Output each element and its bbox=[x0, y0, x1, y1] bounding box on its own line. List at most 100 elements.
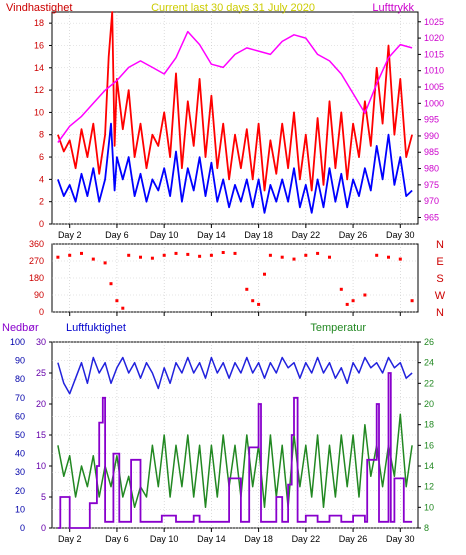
precip-y-tick-label: 0 bbox=[41, 523, 46, 533]
direction-y-tick-label: 90 bbox=[34, 290, 44, 300]
wind-y-tick-label: 4 bbox=[39, 174, 44, 184]
direction-point bbox=[121, 306, 125, 310]
2-x-tick-label: Day 2 bbox=[58, 534, 82, 544]
0-x-tick-label: Day 26 bbox=[339, 230, 368, 240]
direction-point bbox=[198, 254, 202, 258]
pressure-axis-label: Lufttrykk bbox=[372, 2, 414, 14]
direction-y-tick-label: 360 bbox=[29, 239, 44, 249]
temp-y-tick-label: 12 bbox=[424, 482, 434, 492]
direction-point bbox=[221, 251, 225, 254]
pressure-y-tick-label: 1000 bbox=[424, 98, 444, 108]
humidity-y-tick-label: 50 bbox=[15, 430, 25, 440]
direction-point bbox=[280, 255, 284, 259]
direction-point bbox=[398, 257, 402, 261]
direction-y-tick-label: 180 bbox=[29, 273, 44, 283]
direction-point bbox=[139, 255, 142, 259]
2-x-tick-label: Day 6 bbox=[105, 534, 129, 544]
direction-point bbox=[345, 302, 349, 306]
pressure-y-tick-label: 1010 bbox=[424, 66, 444, 76]
pressure-y-tick-label: 1015 bbox=[424, 49, 444, 59]
humidity-y-tick-label: 10 bbox=[15, 504, 25, 514]
direction-point bbox=[174, 251, 178, 255]
temp-y-tick-label: 22 bbox=[424, 378, 434, 388]
direction-point bbox=[186, 252, 190, 256]
precip-y-tick-label: 15 bbox=[36, 430, 46, 440]
precip-y-tick-label: 10 bbox=[36, 461, 46, 471]
precip-y-tick-label: 5 bbox=[41, 492, 46, 502]
direction-point bbox=[251, 299, 255, 303]
2-x-tick-label: Day 26 bbox=[339, 534, 368, 544]
wind-axis-label: Vindhastighet bbox=[6, 2, 72, 14]
direction-point bbox=[91, 257, 95, 261]
temp-y-tick-label: 8 bbox=[424, 523, 429, 533]
pressure-y-tick-label: 995 bbox=[424, 115, 439, 125]
direction-point bbox=[127, 253, 131, 257]
pressure-y-tick-label: 980 bbox=[424, 164, 439, 174]
compass-label: S bbox=[436, 273, 443, 285]
wind-y-tick-label: 12 bbox=[34, 85, 44, 95]
2-x-tick-label: Day 18 bbox=[244, 534, 273, 544]
0-x-tick-label: Day 10 bbox=[150, 230, 179, 240]
pressure-y-tick-label: 1005 bbox=[424, 82, 444, 92]
0-x-tick-label: Day 2 bbox=[58, 230, 82, 240]
0-x-tick-label: Day 6 bbox=[105, 230, 129, 240]
temp-y-tick-label: 24 bbox=[424, 358, 434, 368]
precip-y-tick-label: 25 bbox=[36, 368, 46, 378]
compass-label: N bbox=[436, 307, 444, 319]
precip-y-tick-label: 20 bbox=[36, 399, 46, 409]
humidity-axis-label: Luftfuktighet bbox=[66, 322, 126, 334]
humidity-series bbox=[57, 356, 413, 395]
direction-point bbox=[115, 299, 119, 303]
2-x-tick-label: Day 30 bbox=[386, 534, 415, 544]
direction-y-tick-label: 270 bbox=[29, 256, 44, 266]
direction-point bbox=[209, 253, 213, 257]
pressure-y-tick-label: 965 bbox=[424, 212, 439, 222]
0-x-tick-label: Day 14 bbox=[197, 230, 226, 240]
2-x-tick-label: Day 10 bbox=[150, 534, 179, 544]
direction-point bbox=[103, 261, 107, 265]
pressure-y-tick-label: 975 bbox=[424, 180, 439, 190]
temperature-series bbox=[57, 413, 413, 509]
direction-point bbox=[410, 299, 414, 303]
temp-y-tick-label: 26 bbox=[424, 337, 434, 347]
direction-point bbox=[257, 302, 261, 306]
precip-y-tick-label: 30 bbox=[36, 337, 46, 347]
wind-y-tick-label: 16 bbox=[34, 40, 44, 50]
wind-y-tick-label: 0 bbox=[39, 219, 44, 229]
direction-point bbox=[304, 253, 308, 257]
wind-speed-series bbox=[57, 122, 413, 214]
direction-point bbox=[363, 293, 367, 297]
direction-point bbox=[68, 253, 72, 257]
temp-y-tick-label: 20 bbox=[424, 399, 434, 409]
direction-point bbox=[268, 253, 272, 257]
humidity-y-tick-label: 60 bbox=[15, 411, 25, 421]
humidity-y-tick-label: 70 bbox=[15, 393, 25, 403]
humidity-y-tick-label: 40 bbox=[15, 449, 25, 459]
2-x-tick-label: Day 22 bbox=[292, 534, 321, 544]
compass-label: N bbox=[436, 239, 444, 251]
direction-point bbox=[328, 255, 331, 259]
direction-point bbox=[292, 257, 296, 261]
humidity-y-tick-label: 100 bbox=[10, 337, 25, 347]
direction-point bbox=[109, 282, 113, 286]
direction-point bbox=[387, 255, 390, 259]
direction-point bbox=[233, 251, 237, 255]
wind-pressure-panel: 0 2 4 6 8 10 12 14 16 18 965 970 975 980 985 990 995 1000… bbox=[6, 2, 444, 240]
compass-label: W bbox=[435, 290, 446, 302]
precipitation-series bbox=[57, 372, 413, 529]
direction-point bbox=[162, 253, 166, 257]
humidity-y-tick-label: 20 bbox=[15, 486, 25, 496]
direction-point bbox=[150, 256, 154, 260]
wind-y-tick-label: 14 bbox=[34, 63, 44, 73]
humidity-y-tick-label: 30 bbox=[15, 467, 25, 477]
wind-y-tick-label: 2 bbox=[39, 197, 44, 207]
wind-y-tick-label: 6 bbox=[39, 152, 44, 162]
direction-point bbox=[375, 253, 379, 257]
wind-y-tick-label: 8 bbox=[39, 130, 44, 140]
precip-axis-label: Nedbør bbox=[2, 322, 39, 334]
humidity-y-tick-label: 80 bbox=[15, 374, 25, 384]
direction-point bbox=[339, 287, 343, 291]
